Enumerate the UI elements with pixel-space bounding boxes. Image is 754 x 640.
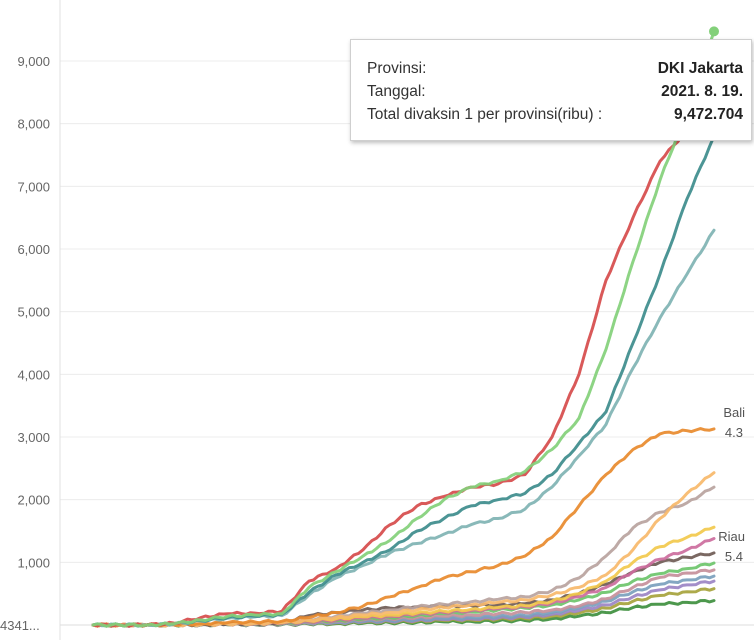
tooltip: Provinsi: DKI Jakarta Tanggal: 2021. 8. …: [350, 39, 752, 141]
gridlines: [60, 60, 754, 626]
tooltip-label-province: Provinsi:: [367, 60, 427, 77]
end-label-value: 5.4: [725, 549, 743, 564]
tooltip-row-date: Tanggal: 2021. 8. 19.: [367, 80, 743, 103]
tooltip-value-date: 2021. 8. 19.: [661, 83, 743, 100]
series-line-jabar[interactable]: [91, 29, 716, 628]
series-lines: [91, 29, 716, 628]
y-tick-label: 3,000: [17, 430, 50, 445]
tooltip-label-total: Total divaksin 1 per provinsi(ribu) :: [367, 106, 603, 123]
tooltip-label-date: Tanggal:: [367, 83, 426, 100]
tooltip-row-province: Provinsi: DKI Jakarta: [367, 57, 743, 80]
series-line-jatim[interactable]: [91, 134, 716, 628]
y-tick-label: 6,000: [17, 242, 50, 257]
y-tick-label: 5,000: [17, 305, 50, 320]
end-label-name: Riau: [718, 529, 745, 544]
end-label-name: Bali: [723, 405, 745, 420]
baseline-tick-label: 4341...: [0, 618, 40, 633]
series-line-s7[interactable]: [91, 485, 716, 628]
y-tick-label: 9,000: [17, 54, 50, 69]
tooltip-value-total: 9,472.704: [674, 106, 743, 123]
end-label-value: 4.3: [725, 425, 743, 440]
y-tick-label: 4,000: [17, 367, 50, 382]
y-tick-label: 8,000: [17, 117, 50, 132]
tooltip-value-province: DKI Jakarta: [657, 60, 743, 77]
line-end-labels: Bali 4.3 Riau 5.4: [718, 405, 745, 564]
series-line-bali[interactable]: [91, 427, 716, 628]
y-tick-label: 2,000: [17, 493, 50, 508]
y-tick-labels: 9,000 8,000 7,000 6,000 5,000 4,000 3,000 2,000…: [0, 54, 50, 633]
tooltip-row-total: Total divaksin 1 per provinsi(ribu) : 9,…: [367, 103, 743, 126]
series-line-jateng[interactable]: [91, 228, 716, 628]
y-tick-label: 1,000: [17, 555, 50, 570]
y-tick-label: 7,000: [17, 179, 50, 194]
highlight-point[interactable]: [709, 26, 719, 37]
